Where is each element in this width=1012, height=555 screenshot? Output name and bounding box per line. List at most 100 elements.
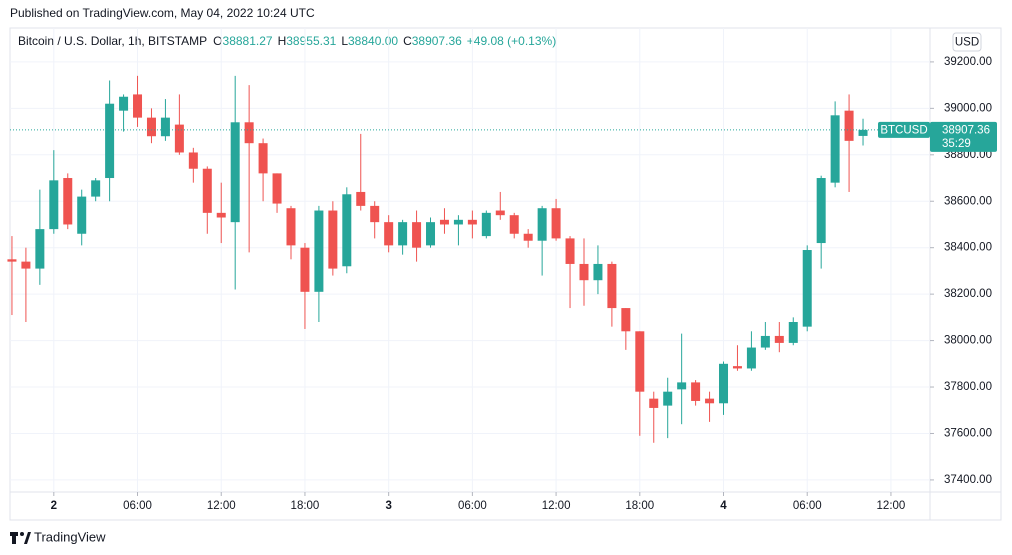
chart-title: Bitcoin / U.S. Dollar, 1h, BITSTAMP xyxy=(18,34,207,48)
footer-brand: TradingView xyxy=(34,529,106,544)
candle-body xyxy=(649,398,659,408)
candle-body xyxy=(830,115,840,183)
x-tick-label: 06:00 xyxy=(123,500,152,512)
symbol-tag xyxy=(878,121,930,138)
candle-body xyxy=(607,263,617,309)
candle-body xyxy=(188,152,198,169)
currency-button[interactable] xyxy=(952,32,982,52)
candle-body xyxy=(398,222,408,246)
candle-body xyxy=(537,208,547,241)
candle-body xyxy=(119,96,129,111)
candle-body xyxy=(105,103,115,179)
currency-label[interactable]: USD xyxy=(955,37,979,49)
x-tick-label: 06:00 xyxy=(458,500,487,512)
logo-mark xyxy=(24,532,31,544)
x-tick-label: 2 xyxy=(51,500,57,512)
x-tick-label: 4 xyxy=(720,500,727,512)
candle-body xyxy=(133,94,143,118)
candle-body xyxy=(858,129,868,136)
candle-body xyxy=(244,122,254,144)
candle-body xyxy=(63,178,73,225)
y-tick-label: 38000.00 xyxy=(944,335,992,347)
y-tick-label: 39200.00 xyxy=(944,56,992,68)
candle-body xyxy=(802,250,812,327)
x-tick-label: 12:00 xyxy=(207,500,236,512)
candle-body xyxy=(49,180,59,230)
candle-body xyxy=(77,196,87,234)
candle-body xyxy=(258,143,268,174)
candle-body xyxy=(705,398,715,404)
candle-body xyxy=(593,263,603,281)
candle-body xyxy=(230,122,240,223)
candle-body xyxy=(160,117,170,137)
y-tick-label: 37800.00 xyxy=(944,381,992,393)
candle-body xyxy=(356,191,366,206)
candle-body xyxy=(719,363,729,404)
candle-body xyxy=(216,212,226,218)
candle-body xyxy=(565,238,575,264)
x-tick-label: 3 xyxy=(385,500,391,512)
candle-body xyxy=(91,180,101,197)
candle-body xyxy=(300,247,310,292)
candle-body xyxy=(342,194,352,267)
ohlc-value: 38840.00 xyxy=(348,34,398,48)
candle-body xyxy=(774,335,784,343)
x-tick-label: 12:00 xyxy=(542,500,571,512)
y-tick-label: 37600.00 xyxy=(944,428,992,440)
footer-logo xyxy=(10,532,31,544)
candle-body xyxy=(495,210,505,216)
candle-body xyxy=(816,178,826,244)
y-tick-label: 37400.00 xyxy=(944,474,992,486)
x-tick-label: 12:00 xyxy=(877,500,906,512)
x-tick-label: 06:00 xyxy=(793,500,822,512)
candle-body xyxy=(174,124,184,153)
ohlc-value: 38881.27 xyxy=(223,34,273,48)
candle-body xyxy=(35,229,45,269)
ohlc-value: 38955.31 xyxy=(286,34,336,48)
ohlc-label: C xyxy=(403,34,412,48)
candle-body xyxy=(551,208,561,239)
candle-body xyxy=(579,263,589,281)
candle-body xyxy=(21,261,31,269)
candle-body xyxy=(146,117,156,137)
candle-body xyxy=(384,222,394,246)
candle-body xyxy=(328,210,338,269)
ohlc-label: L xyxy=(341,34,348,48)
candle-body xyxy=(370,205,380,223)
logo-mark xyxy=(12,536,16,544)
y-tick-label: 39000.00 xyxy=(944,102,992,114)
logo-mark xyxy=(10,532,18,536)
last-price-label: 38907.36 xyxy=(942,124,990,136)
logo-mark xyxy=(20,532,24,536)
chart-frame xyxy=(9,27,1002,521)
candle-body xyxy=(426,222,436,246)
candle-body xyxy=(844,110,854,141)
candle-body xyxy=(467,219,477,225)
y-tick-label: 38400.00 xyxy=(944,242,992,254)
candle-body xyxy=(272,173,282,204)
candle-body xyxy=(621,308,631,332)
candle-body xyxy=(691,382,701,401)
ohlc-value: 38907.36 xyxy=(412,34,462,48)
y-tick-label: 38200.00 xyxy=(944,288,992,300)
candle-body xyxy=(453,219,463,225)
candle-body xyxy=(760,335,770,348)
candle-body xyxy=(286,208,296,246)
published-note: Published on TradingView.com, May 04, 20… xyxy=(10,6,315,20)
ohlc-label: H xyxy=(278,34,287,48)
candle-body xyxy=(314,210,324,292)
candle-body xyxy=(663,391,673,406)
candle-body xyxy=(746,347,756,369)
candle-body xyxy=(7,259,17,262)
x-tick-label: 18:00 xyxy=(291,500,320,512)
candle-body xyxy=(788,322,798,343)
candle-body xyxy=(202,168,212,213)
candle-body xyxy=(635,331,645,392)
ohlc-label: O xyxy=(213,34,222,48)
price-tag xyxy=(930,121,997,152)
candle-body xyxy=(439,219,449,225)
candle-body xyxy=(523,233,533,241)
candle-body xyxy=(509,215,519,234)
